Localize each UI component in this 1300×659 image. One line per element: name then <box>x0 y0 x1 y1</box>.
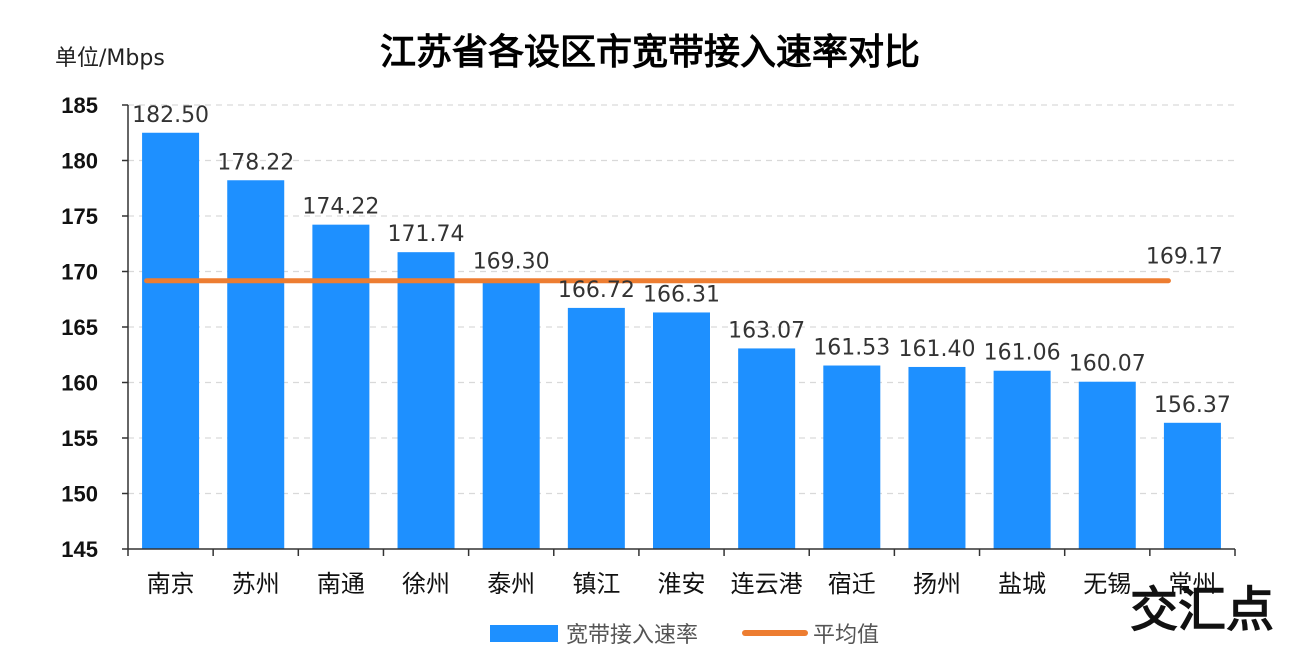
bar <box>653 312 710 549</box>
bar <box>993 370 1051 549</box>
y-tick-label: 175 <box>61 204 98 229</box>
bar-data-label: 160.07 <box>1069 352 1146 377</box>
y-tick-label: 160 <box>61 371 98 396</box>
bar-data-label: 163.07 <box>728 318 805 343</box>
bar <box>227 180 285 549</box>
x-category-label: 镇江 <box>572 570 620 598</box>
y-tick-label: 165 <box>61 315 98 340</box>
bar <box>1163 422 1221 549</box>
x-category-label: 苏州 <box>232 570 280 598</box>
x-category-label: 南京 <box>147 570 195 598</box>
y-tick-label: 180 <box>61 149 98 174</box>
y-tick-label: 155 <box>61 426 98 451</box>
bar <box>823 365 881 549</box>
x-category-label: 宿迁 <box>828 570 876 598</box>
y-tick-label: 185 <box>61 93 98 118</box>
y-tick-label: 170 <box>61 260 98 285</box>
bar-data-label: 161.53 <box>813 336 890 361</box>
x-category-label: 无锡 <box>1083 570 1131 598</box>
bar-data-label: 161.06 <box>984 341 1061 366</box>
bar-data-label: 178.22 <box>217 150 294 175</box>
bar-data-label: 156.37 <box>1154 393 1231 418</box>
x-category-label: 南通 <box>317 570 365 598</box>
bar-data-label: 182.50 <box>132 103 209 128</box>
bar-data-label: 171.74 <box>388 222 465 247</box>
x-category-label: 泰州 <box>487 570 535 598</box>
y-tick-label: 145 <box>61 537 98 562</box>
bar <box>312 224 370 549</box>
x-category-label: 淮安 <box>658 570 706 598</box>
chart-title: 江苏省各设区市宽带接入速率对比 <box>380 31 920 73</box>
legend-swatch-bar <box>490 625 558 642</box>
y-axis-unit-label: 单位/Mbps <box>55 46 165 71</box>
bar <box>738 348 796 549</box>
bar-data-label: 166.72 <box>558 278 635 303</box>
bar-data-label: 174.22 <box>302 195 379 220</box>
x-category-label: 连云港 <box>731 570 803 598</box>
x-category-label: 常州 <box>1168 570 1216 598</box>
bar <box>567 307 625 549</box>
bar <box>1078 381 1136 549</box>
bar <box>908 366 966 549</box>
x-category-label: 盐城 <box>998 570 1046 598</box>
bar <box>482 279 540 549</box>
x-category-label: 徐州 <box>402 570 450 598</box>
x-category-label: 扬州 <box>913 570 961 598</box>
y-tick-label: 150 <box>61 482 98 507</box>
bar <box>142 132 200 549</box>
bar-data-label: 169.30 <box>473 249 550 274</box>
watermark-logo: 交汇点 <box>1130 582 1274 638</box>
bar <box>397 252 455 549</box>
average-data-label: 169.17 <box>1146 245 1223 270</box>
bar-data-label: 166.31 <box>643 282 720 307</box>
legend-label-bar: 宽带接入速率 <box>566 623 698 648</box>
bar-data-label: 161.40 <box>898 337 975 362</box>
legend-label-average: 平均值 <box>813 623 879 648</box>
